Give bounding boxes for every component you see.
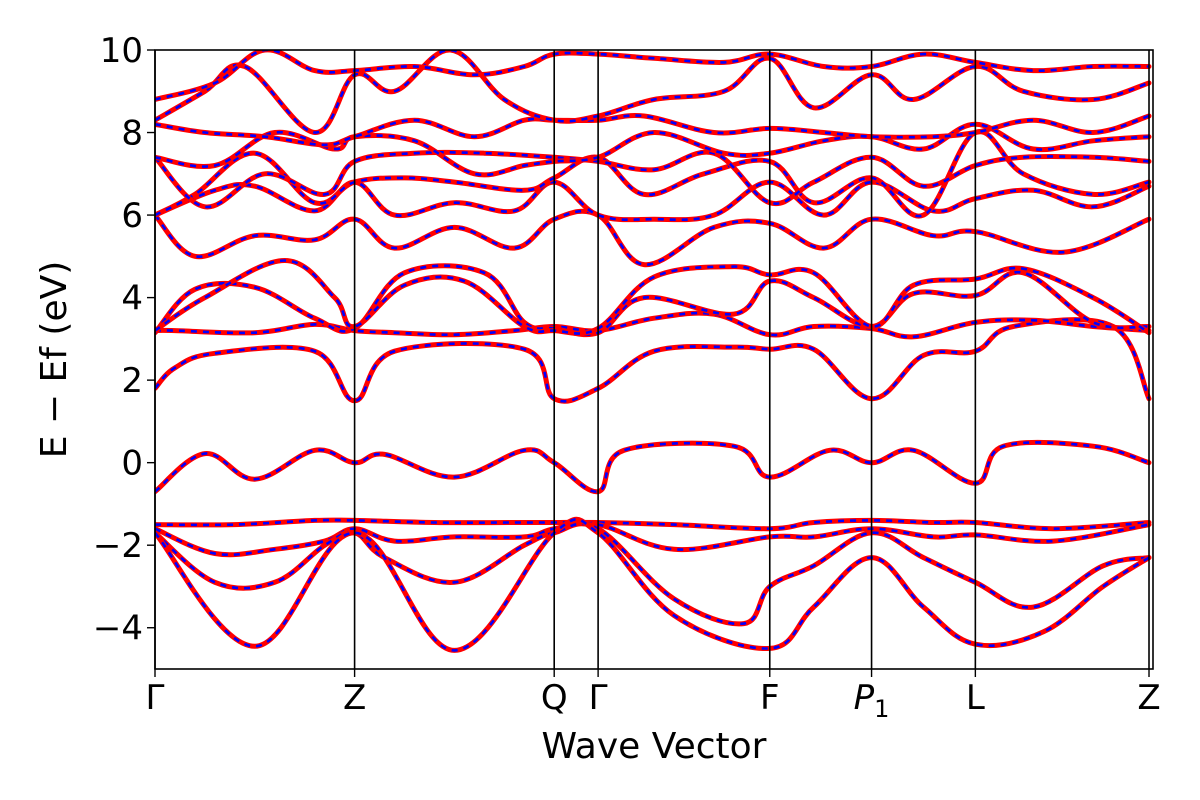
- x-tick-label-3: Γ: [589, 678, 608, 718]
- x-tick-label-6: L: [966, 678, 985, 718]
- band-line-blue-13: [155, 518, 1150, 531]
- y-tick-label-6: 8: [121, 114, 143, 154]
- x-axis-label: Wave Vector: [542, 726, 767, 767]
- band-line-blue-9: [155, 123, 1150, 177]
- band-line-blue-6: [155, 180, 1150, 221]
- x-axis-ticks: Γ Z Q Γ F P1 L Z: [146, 669, 1161, 723]
- x-tick-label-7: Z: [1137, 678, 1160, 718]
- y-tick-label-7: 10: [100, 31, 143, 71]
- band-line-blue-3: [155, 264, 1150, 336]
- y-tick-label-1: −2: [93, 526, 143, 566]
- plot-frame: [154, 49, 1154, 670]
- band-line-blue-12: [155, 50, 1150, 101]
- x-tick-label-4: F: [760, 678, 780, 718]
- band-line-red-16: [155, 516, 1152, 653]
- band-line-blue-2: [155, 311, 1150, 339]
- x-tick-label-1: Z: [343, 678, 366, 718]
- y-axis-label-group: E − Ef (eV): [34, 261, 75, 459]
- x-tick-label-2: Q: [541, 678, 568, 718]
- band-line-red-0: [155, 439, 1152, 495]
- band-line-blue-7: [155, 130, 1150, 218]
- y-axis-label: E − Ef (eV): [34, 261, 75, 459]
- x-tick-label-0: Γ: [146, 678, 165, 718]
- band-line-blue-15: [155, 522, 1150, 626]
- band-lines: [155, 50, 1152, 653]
- band-line-blue-0: [155, 441, 1150, 493]
- band-line-blue-4: [155, 259, 1150, 335]
- band-line-red-1: [155, 317, 1152, 404]
- band-line-blue-10: [155, 114, 1150, 147]
- y-tick-label-4: 4: [121, 279, 143, 319]
- band-line-blue-8: [155, 150, 1150, 209]
- y-tick-label-0: −4: [93, 609, 143, 649]
- band-line-red-14: [155, 520, 1152, 558]
- band-line-blue-1: [155, 318, 1151, 403]
- y-axis-ticks: −4 −2 0 2 4 6 8 10: [93, 31, 155, 649]
- x-tick-label-5: P1: [854, 678, 890, 723]
- y-tick-label-2: 0: [121, 444, 143, 484]
- y-tick-label-5: 6: [121, 196, 143, 236]
- band-line-blue-11: [155, 50, 1150, 134]
- y-tick-label-3: 2: [121, 361, 143, 401]
- band-line-red-11: [155, 50, 1152, 135]
- band-line-blue-5: [155, 209, 1150, 266]
